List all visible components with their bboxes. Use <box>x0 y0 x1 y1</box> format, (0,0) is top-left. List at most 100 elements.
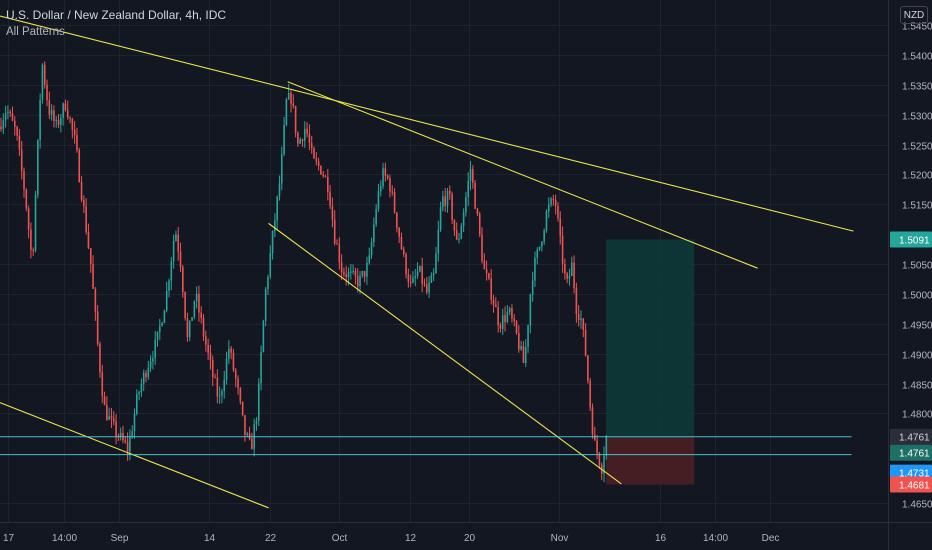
candle-body <box>324 176 327 178</box>
candle-body <box>147 367 150 378</box>
candle-body <box>269 253 272 277</box>
candle-body <box>506 311 509 322</box>
candle-body <box>419 265 421 272</box>
candle-body <box>191 317 193 321</box>
candle-body <box>62 103 64 118</box>
candle-body <box>524 347 527 363</box>
candle-body <box>320 165 322 175</box>
price-axis[interactable]: 1.5450 1.5400 1.5350 1.5300 1.5250 1.5200 1.51… <box>902 22 932 511</box>
candle-body <box>96 311 99 344</box>
candle-body <box>170 261 173 281</box>
candle-body <box>391 191 394 193</box>
candle-body <box>257 383 260 421</box>
candle-body <box>290 92 292 104</box>
candle-body <box>398 227 400 237</box>
candle-body <box>248 433 251 439</box>
time-tick-label: Oct <box>332 533 348 544</box>
candle-body <box>129 437 131 452</box>
symbol-title[interactable]: U.S. Dollar / New Zealand Dollar, 4h, ID… <box>6 8 227 22</box>
candle-body <box>20 149 23 171</box>
price-tick-label: 1.5200 <box>902 171 932 182</box>
trendlines[interactable] <box>0 15 854 509</box>
candle-body <box>64 103 67 111</box>
price-tick-label: 1.4950 <box>902 321 932 332</box>
indicator-label[interactable]: All Patterns <box>6 26 65 38</box>
candle-body <box>306 128 308 134</box>
candle-body <box>552 198 555 200</box>
candle-body <box>301 139 304 141</box>
candle-body <box>476 208 479 214</box>
candle-body <box>260 352 262 384</box>
candle-body <box>566 273 568 279</box>
candle-body <box>327 176 329 193</box>
candle-body <box>14 120 16 127</box>
horizontal-lines[interactable] <box>0 436 852 456</box>
candle-body <box>230 348 232 353</box>
candle-body <box>251 438 253 450</box>
candle-body <box>37 139 39 195</box>
candle-body <box>534 257 536 281</box>
candle-body <box>103 396 106 405</box>
price-tick-label: 1.4900 <box>902 351 932 362</box>
candle-body <box>177 234 180 252</box>
candle-body <box>101 372 104 397</box>
candle-body <box>605 436 608 456</box>
candle-body <box>529 294 532 326</box>
candle-body <box>444 196 446 206</box>
candles <box>0 61 608 483</box>
candle-body <box>140 383 143 393</box>
candle-body <box>416 271 419 277</box>
candle-body <box>27 208 30 230</box>
candle-body <box>0 126 2 129</box>
candle-body <box>23 170 25 190</box>
candle-body <box>442 196 444 208</box>
candle-body <box>363 271 366 277</box>
candle-body <box>347 272 350 278</box>
candle-body <box>430 275 433 283</box>
candle-body <box>343 272 345 275</box>
candle-body <box>163 310 166 324</box>
candle-body <box>591 407 594 435</box>
currency-button[interactable]: NZD <box>900 6 928 24</box>
candle-body <box>195 293 198 302</box>
candle-body <box>2 120 5 129</box>
candle-body <box>165 290 168 311</box>
candle-body <box>407 274 410 283</box>
candle-body <box>561 235 564 265</box>
candle-body <box>504 315 506 322</box>
candle-body <box>577 314 580 321</box>
candle-body <box>303 128 306 141</box>
candle-body <box>499 325 502 329</box>
stop-zone <box>606 436 695 485</box>
candle-body <box>462 212 465 226</box>
candle-body <box>400 236 403 250</box>
time-axis[interactable]: 17 14:00 Sep 14 22 Oct 12 20 Nov 16 14:00 Dec <box>3 533 779 544</box>
candle-body <box>520 345 522 350</box>
candle-body <box>541 241 543 247</box>
candle-body <box>66 110 69 118</box>
time-tick-label: 12 <box>405 533 417 544</box>
candle-body <box>80 181 83 201</box>
candle-body <box>207 344 209 353</box>
time-tick-label: 16 <box>655 533 667 544</box>
candle-body <box>271 230 274 254</box>
candle-body <box>126 441 129 452</box>
candle-body <box>568 276 571 279</box>
candle-body <box>246 433 249 435</box>
candle-body <box>423 283 426 285</box>
candle-body <box>421 265 423 284</box>
price-label: 1.4681 <box>899 481 930 492</box>
price-tick-label: 1.5450 <box>902 22 932 33</box>
candle-body <box>384 168 387 176</box>
candle-body <box>124 440 127 442</box>
price-label-bg <box>890 444 932 461</box>
candle-body <box>34 194 37 251</box>
candle-body <box>425 284 428 293</box>
candle-body <box>76 135 78 151</box>
candle-body <box>352 270 354 272</box>
candle-body <box>283 125 285 155</box>
candle-body <box>545 211 548 231</box>
candle-body <box>527 325 529 348</box>
